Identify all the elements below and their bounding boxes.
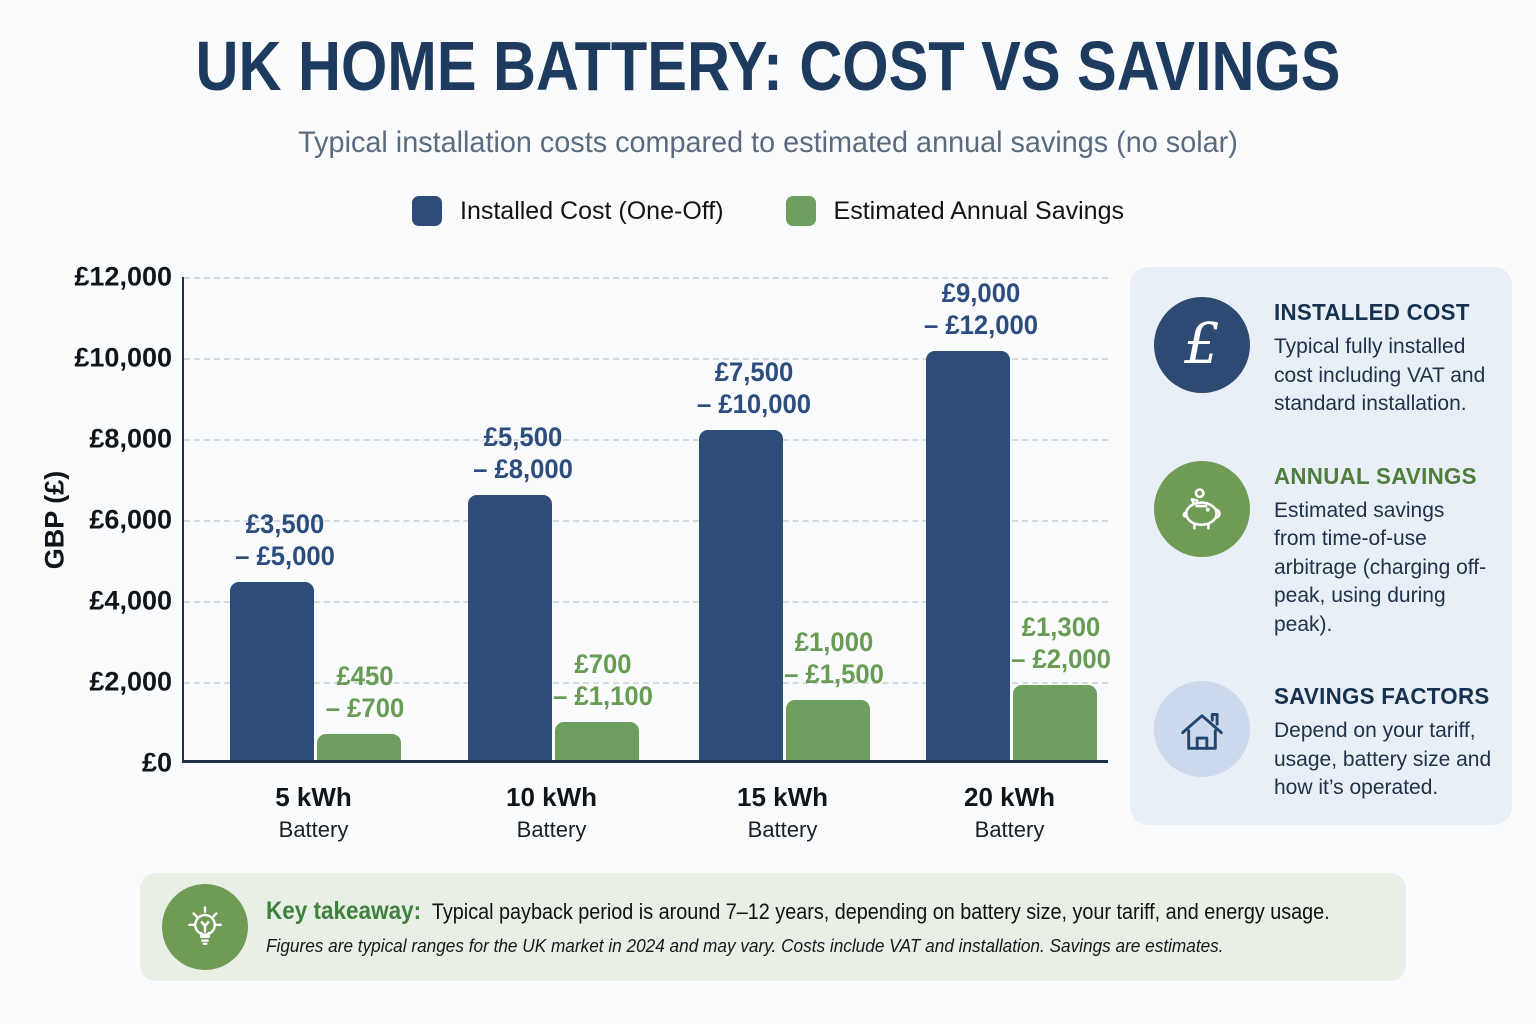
piggy-bank-icon <box>1154 460 1250 557</box>
installed-cost-bar-4 <box>926 351 1010 760</box>
annual-savings-bar-1 <box>317 734 401 760</box>
chart-legend: Installed Cost (One-Off) Estimated Annua… <box>0 196 1536 226</box>
category-sublabel: Battery <box>747 817 818 842</box>
gridline <box>184 520 1108 522</box>
gridline <box>184 439 1108 441</box>
y-tick-4000: £4,000 <box>89 585 172 616</box>
installed-cost-bar-3 <box>699 430 783 760</box>
y-axis-ticks: £12,000 £10,000 £8,000 £6,000 £4,000 £2,… <box>40 262 172 778</box>
category-size-label: 15 kWh <box>736 782 829 812</box>
page-title: UK HOME BATTERY: COST VS SAVINGS <box>195 27 1341 105</box>
category-sublabel: Battery <box>516 817 587 842</box>
gridline <box>184 682 1108 684</box>
info-sidebar: £ INSTALLED COST Typical fully installed… <box>1130 267 1512 825</box>
info-body-annual-savings: Estimated savings from time-of-use arbit… <box>1274 498 1487 636</box>
installed-cost-range-label-4: £9,000 – £12,000 <box>923 278 1039 340</box>
info-item-installed-cost: £ INSTALLED COST Typical fully installed… <box>1154 293 1488 419</box>
annual-savings-range-label-3: £1,000 – £1,500 <box>784 627 884 689</box>
category-size-label: 5 kWh <box>275 782 352 812</box>
pound-glyph: £ <box>1184 312 1220 377</box>
legend-label-installed-cost: Installed Cost (One-Off) <box>460 196 724 225</box>
takeaway-line: Key takeaway: Typical payback period is a… <box>266 897 1330 926</box>
info-text: ANNUAL SAVINGS Estimated savings from ti… <box>1274 457 1488 640</box>
key-takeaway-box: Key takeaway: Typical payback period is a… <box>140 873 1406 981</box>
installed-cost-bar-2 <box>468 495 552 760</box>
installed-cost-range-label-2: £5,500 – £8,000 <box>473 422 573 484</box>
y-tick-10000: £10,000 <box>74 342 172 373</box>
gridline <box>184 358 1108 360</box>
legend-item-annual-savings: Estimated Annual Savings <box>785 196 1124 226</box>
annual-savings-range-label-2: £700 – £1,100 <box>553 649 653 711</box>
annual-savings-swatch-icon <box>785 196 816 226</box>
info-body-installed-cost: Typical fully installed cost including V… <box>1274 335 1486 416</box>
installed-cost-range-label-3: £7,500 – £10,000 <box>696 357 812 419</box>
page-subtitle: Typical installation costs compared to e… <box>298 126 1238 159</box>
legend-label-annual-savings: Estimated Annual Savings <box>833 196 1124 225</box>
gridline <box>184 277 1108 279</box>
info-item-annual-savings: ANNUAL SAVINGS Estimated savings from ti… <box>1154 457 1488 640</box>
annual-savings-bar-3 <box>786 700 870 760</box>
y-tick-12000: £12,000 <box>74 261 172 292</box>
info-heading-savings-factors: SAVINGS FACTORS <box>1274 683 1490 710</box>
installed-cost-bar-1 <box>230 582 314 760</box>
y-tick-6000: £6,000 <box>89 504 172 535</box>
installed-cost-range-label-1: £3,500 – £5,000 <box>235 509 335 571</box>
takeaway-text: Key takeaway: Typical payback period is a… <box>266 873 1398 981</box>
category-size-label: 10 kWh <box>505 782 598 812</box>
takeaway-sentence: Typical payback period is around 7–12 ye… <box>431 899 1330 924</box>
info-text: INSTALLED COST Typical fully installed c… <box>1274 293 1488 419</box>
annual-savings-bar-2 <box>555 722 639 760</box>
x-axis-labels: 5 kWh Battery 10 kWh Battery 15 kWh Battery 20… <box>182 782 1108 862</box>
plot: £3,500 – £5,000 £450 – £700 £5,500 – £8,00… <box>182 277 1111 763</box>
x-axis-label-2: 10 kWh Battery <box>466 782 637 843</box>
x-axis-label-1: 5 kWh Battery <box>228 782 399 843</box>
category-size-label: 20 kWh <box>963 782 1056 812</box>
y-tick-0: £0 <box>141 747 172 778</box>
category-sublabel: Battery <box>974 817 1045 842</box>
info-heading-installed-cost: INSTALLED COST <box>1274 299 1470 325</box>
category-sublabel: Battery <box>278 817 349 842</box>
info-text: SAVINGS FACTORS Depend on your tariff, u… <box>1274 677 1496 803</box>
annual-savings-range-label-1: £450 – £700 <box>325 661 405 723</box>
installed-cost-swatch-icon <box>412 196 442 226</box>
y-tick-2000: £2,000 <box>89 666 172 697</box>
house-icon <box>1154 681 1250 778</box>
takeaway-label: Key takeaway: <box>266 897 422 925</box>
gridline <box>184 601 1108 603</box>
annual-savings-bar-4 <box>1013 685 1097 760</box>
y-tick-8000: £8,000 <box>89 423 172 454</box>
info-item-savings-factors: SAVINGS FACTORS Depend on your tariff, u… <box>1154 677 1491 803</box>
lightbulb-icon <box>162 884 248 970</box>
takeaway-note: Figures are typical ranges for the UK ma… <box>266 935 1224 956</box>
pound-sterling-icon: £ <box>1154 297 1250 393</box>
annual-savings-range-label-4: £1,300 – £2,000 <box>1011 612 1111 674</box>
info-body-savings-factors: Depend on your tariff, usage, battery si… <box>1274 719 1492 800</box>
legend-item-installed-cost: Installed Cost (One-Off) <box>412 196 724 226</box>
info-heading-annual-savings: ANNUAL SAVINGS <box>1274 462 1477 489</box>
x-axis-label-3: 15 kWh Battery <box>697 782 868 843</box>
x-axis-label-4: 20 kWh Battery <box>924 782 1095 843</box>
